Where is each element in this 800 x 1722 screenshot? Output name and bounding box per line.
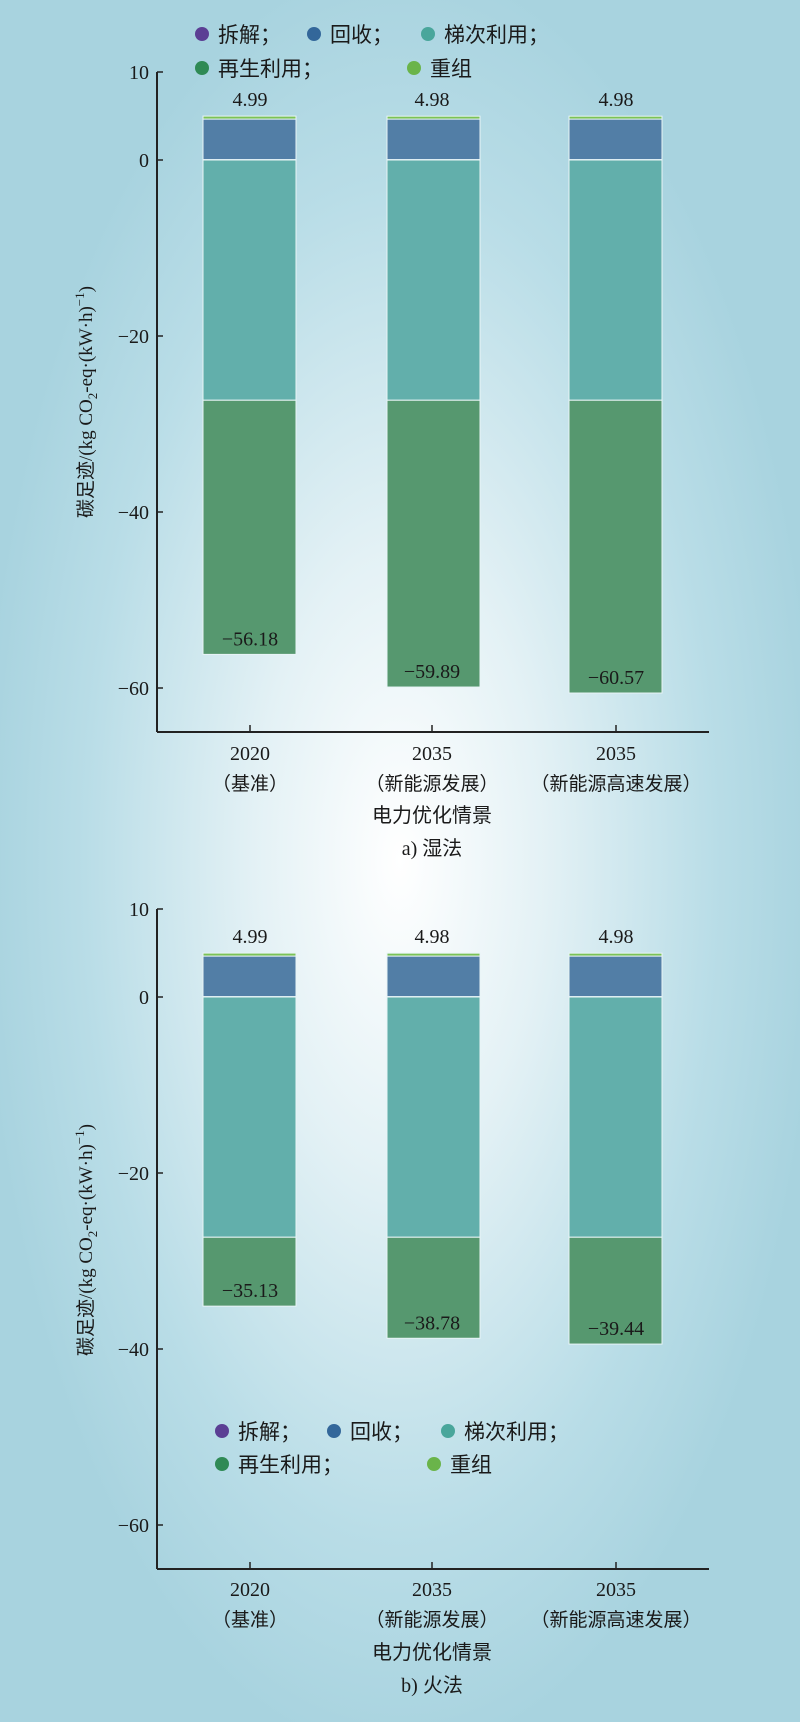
y-tick-label: −40 [118, 1339, 149, 1361]
y-axis-title: 碳足迹/(kg CO2-eq·(kW·h)−1) [72, 1124, 100, 1356]
bar-segment-梯次利用 [386, 996, 481, 1238]
bar-segment-再生利用 [568, 1236, 663, 1345]
positive-total-label: 4.99 [233, 926, 268, 948]
y-tick-label: −60 [118, 1515, 149, 1537]
legend-marker-重组 [427, 1457, 441, 1471]
x-tick-label-scenario: （新能源发展） [365, 773, 498, 795]
legend-label: 拆解； [238, 1420, 301, 1444]
y-tick-label: 10 [129, 62, 149, 84]
y-axis-title-sup: −1 [72, 1130, 87, 1144]
negative-total-label: −56.18 [222, 628, 278, 650]
x-axis-title: 电力优化情景 [372, 804, 492, 827]
x-tick-label-year: 2020 [230, 1579, 270, 1601]
legend-label: 再生利用； [218, 57, 323, 81]
x-tick-label-year: 2035 [596, 1579, 636, 1601]
bar-segment-回收 [202, 118, 297, 161]
positive-total-label: 4.99 [233, 89, 268, 111]
x-tick-label-year: 2035 [412, 743, 452, 765]
negative-total-label: −38.78 [404, 1312, 460, 1334]
y-axis-title-sub: 2 [85, 1231, 100, 1238]
legend-marker-梯次利用 [441, 1424, 455, 1438]
panel-b: 10 0 −20 −40 −60 4.99 −35.13 2020 （基准） 4.98 −38.78… [72, 899, 709, 1697]
legend-label: 重组 [450, 1453, 492, 1477]
legend-label: 再生利用； [238, 1453, 343, 1477]
bar-segment-再生利用 [386, 1236, 481, 1339]
positive-total-label: 4.98 [415, 89, 450, 111]
bar-segment-回收 [202, 955, 297, 998]
x-tick-label-year: 2035 [412, 1579, 452, 1601]
legend-label: 重组 [430, 57, 472, 81]
bar-segment-重组 [202, 115, 297, 120]
negative-total-label: −59.89 [404, 661, 460, 683]
bar-segment-重组 [568, 115, 663, 120]
y-tick-label: 0 [139, 987, 149, 1009]
negative-total-label: −60.57 [588, 667, 644, 689]
bar-segment-再生利用 [202, 1236, 297, 1307]
y-tick-label: −20 [118, 1163, 149, 1185]
y-axis-title-main: 碳足迹/(kg CO [75, 1237, 97, 1356]
panel-a: 10 0 −20 −40 −60 4.99 −56.18 2020 （基准） 4.98 −59.89… [72, 23, 709, 860]
bar-segment-再生利用 [386, 399, 481, 688]
legend-marker-再生利用 [215, 1457, 229, 1471]
y-tick-label: 0 [139, 150, 149, 172]
bar-segment-回收 [386, 118, 481, 161]
y-axis-title-sup: −1 [72, 292, 87, 306]
bar-segment-再生利用 [568, 399, 663, 694]
legend-label: 梯次利用； [464, 1420, 569, 1444]
legend-marker-梯次利用 [421, 27, 435, 41]
negative-total-label: −39.44 [588, 1318, 644, 1340]
x-tick-label-scenario: （基准） [212, 1609, 288, 1631]
legend-marker-再生利用 [195, 61, 209, 75]
y-axis-title-sub: 2 [85, 393, 100, 400]
y-axis-title: 碳足迹/(kg CO2-eq·(kW·h)−1) [72, 286, 100, 518]
legend-label: 回收； [350, 1420, 413, 1444]
y-axis-title-end: ) [76, 1124, 97, 1130]
x-tick-label-scenario: （新能源发展） [365, 1609, 498, 1631]
bar-segment-梯次利用 [202, 159, 297, 401]
bar-segment-重组 [202, 952, 297, 957]
legend-label: 拆解； [218, 23, 281, 47]
legend-label: 回收； [330, 23, 393, 47]
bar-segment-回收 [568, 118, 663, 161]
bar-segment-回收 [568, 955, 663, 998]
x-tick-label-scenario: （基准） [212, 773, 288, 795]
positive-total-label: 4.98 [599, 926, 634, 948]
y-axis-title-mid: -eq·(kW·h) [76, 306, 97, 393]
y-tick-label: 10 [129, 899, 149, 921]
x-tick-label-scenario: （新能源高速发展） [530, 773, 701, 795]
bar-segment-重组 [386, 952, 481, 957]
legend-marker-回收 [307, 27, 321, 41]
panel-caption: a) 湿法 [402, 837, 463, 860]
x-tick-label-year: 2020 [230, 743, 270, 765]
y-tick-label: −60 [118, 678, 149, 700]
bar-segment-回收 [386, 955, 481, 998]
bar-segment-重组 [386, 115, 481, 120]
bar-segment-梯次利用 [386, 159, 481, 401]
y-axis-title-end: ) [76, 286, 97, 292]
bar-segment-重组 [568, 952, 663, 957]
y-tick-label: −20 [118, 326, 149, 348]
panel-caption: b) 火法 [401, 1674, 463, 1697]
legend-marker-拆解 [195, 27, 209, 41]
bar-segment-梯次利用 [568, 159, 663, 401]
x-tick-label-scenario: （新能源高速发展） [530, 1609, 701, 1631]
bar-segment-再生利用 [202, 399, 297, 655]
bar-segment-梯次利用 [568, 996, 663, 1238]
bar-segment-梯次利用 [202, 996, 297, 1238]
x-axis-title: 电力优化情景 [372, 1641, 492, 1664]
y-axis-title-mid: -eq·(kW·h) [76, 1144, 97, 1231]
positive-total-label: 4.98 [599, 89, 634, 111]
legend-marker-回收 [327, 1424, 341, 1438]
positive-total-label: 4.98 [415, 926, 450, 948]
y-axis-title-main: 碳足迹/(kg CO [75, 399, 97, 518]
x-tick-label-year: 2035 [596, 743, 636, 765]
y-tick-label: −40 [118, 502, 149, 524]
legend-marker-重组 [407, 61, 421, 75]
legend-marker-拆解 [215, 1424, 229, 1438]
legend-label: 梯次利用； [444, 23, 549, 47]
negative-total-label: −35.13 [222, 1280, 278, 1302]
